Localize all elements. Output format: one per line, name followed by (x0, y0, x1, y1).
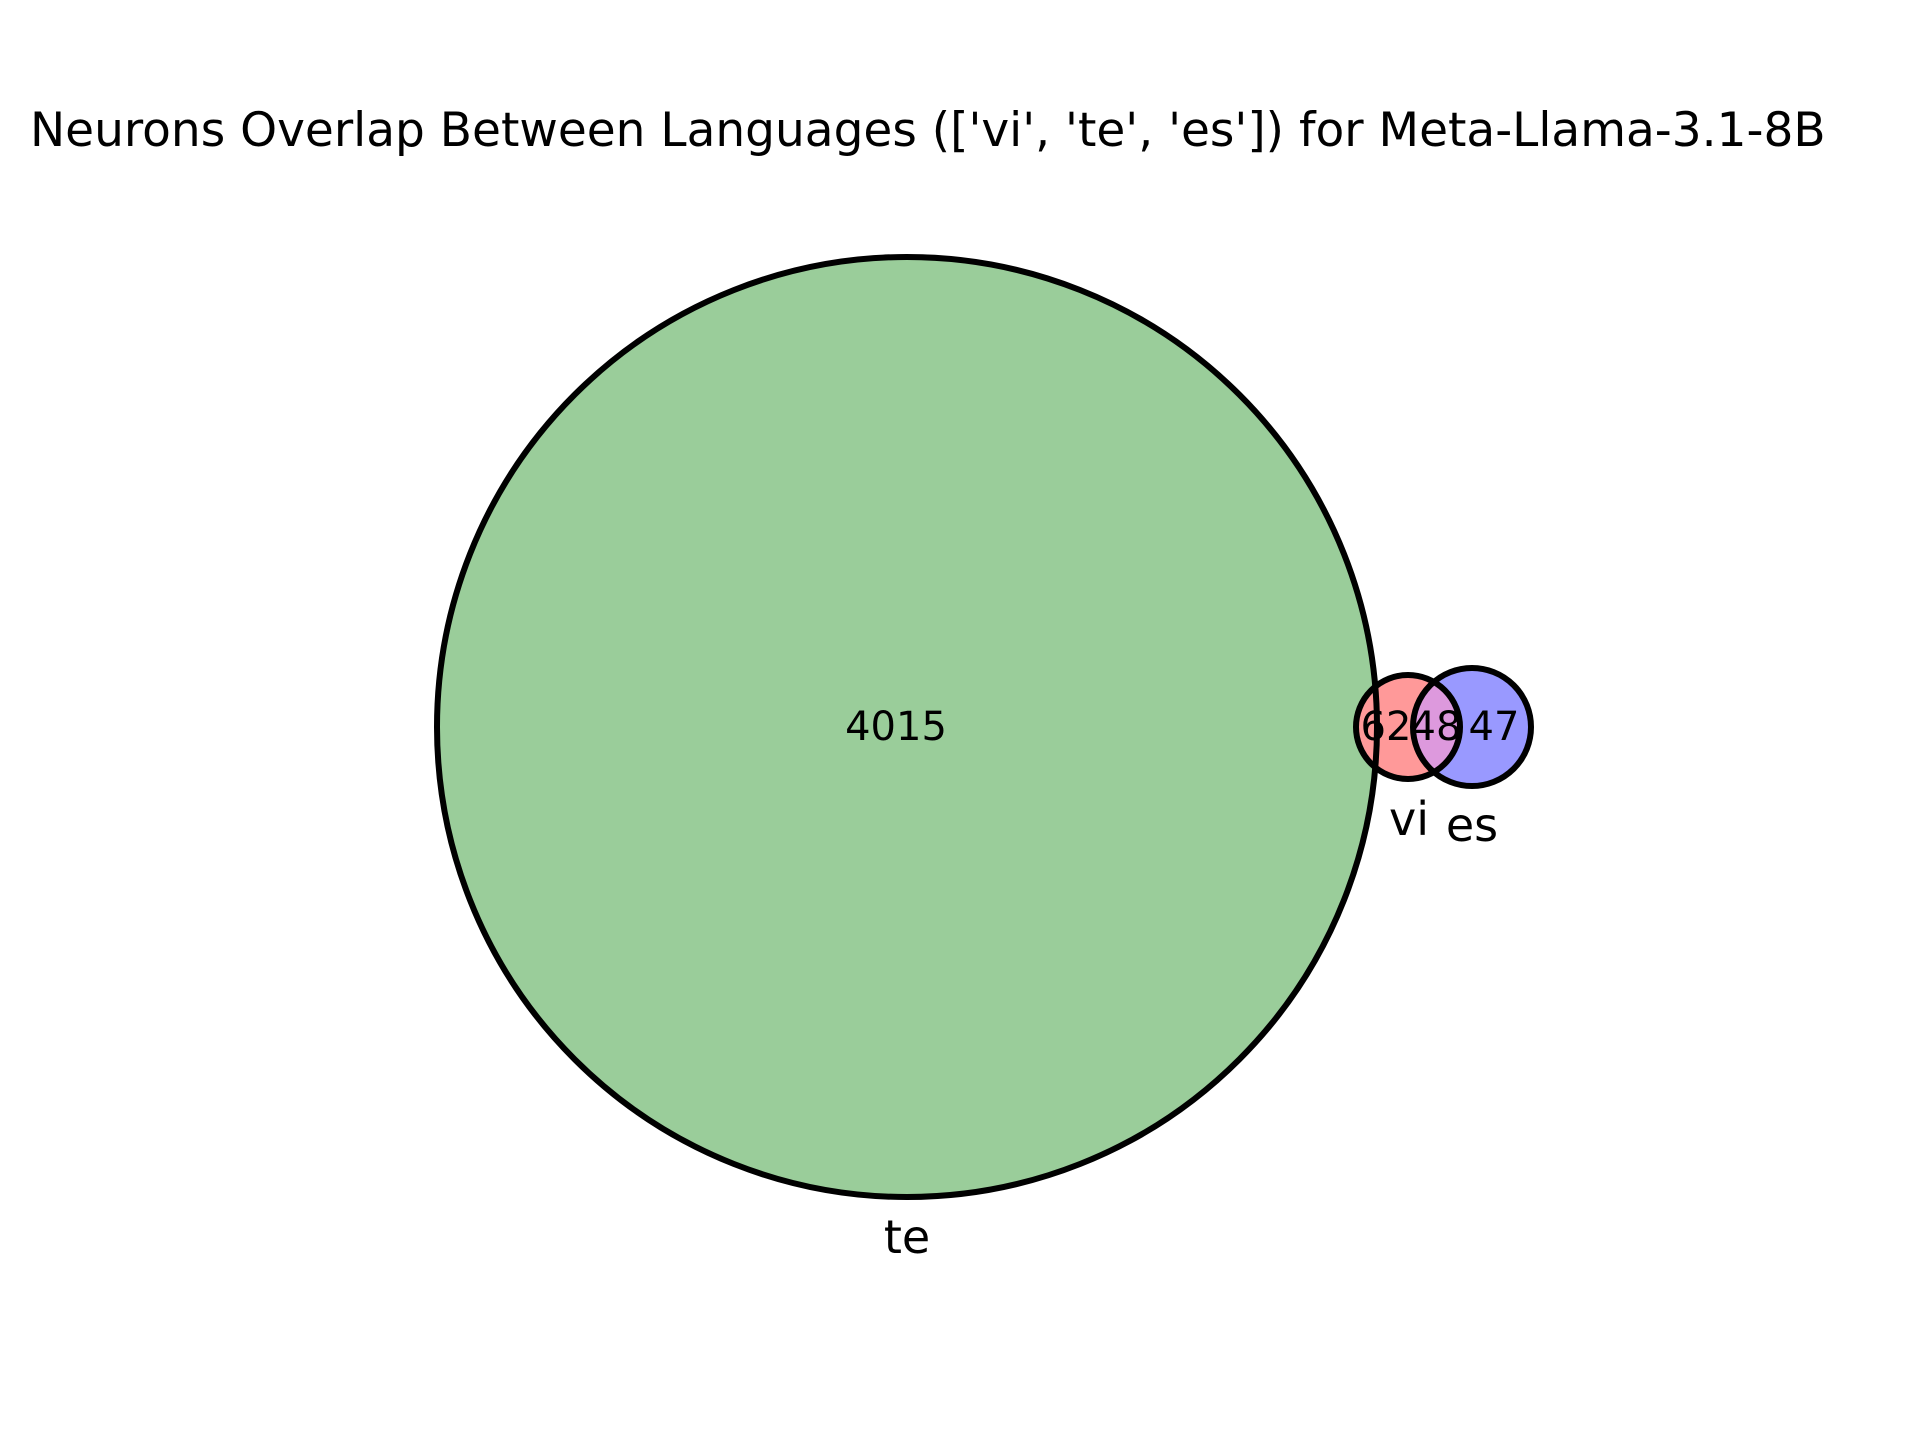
venn-region-vi-es (1413, 675, 1460, 779)
venn-outline-es (1410, 665, 1534, 789)
venn-outline-te (434, 254, 1380, 1200)
venn-circle-te (437, 257, 1377, 1197)
region-label-te: 4015 (845, 704, 947, 750)
region-label-vi-es: 48 (1411, 704, 1462, 750)
venn-outline-vi (1353, 672, 1463, 782)
chart-title: Neurons Overlap Between Languages (['vi'… (30, 103, 1826, 158)
set-label-te: te (884, 1210, 930, 1264)
region-label-vi: 62 (1361, 704, 1412, 750)
set-label-vi: vi (1389, 792, 1429, 846)
set-label-es: es (1446, 798, 1498, 852)
region-label-es: 47 (1469, 704, 1520, 750)
